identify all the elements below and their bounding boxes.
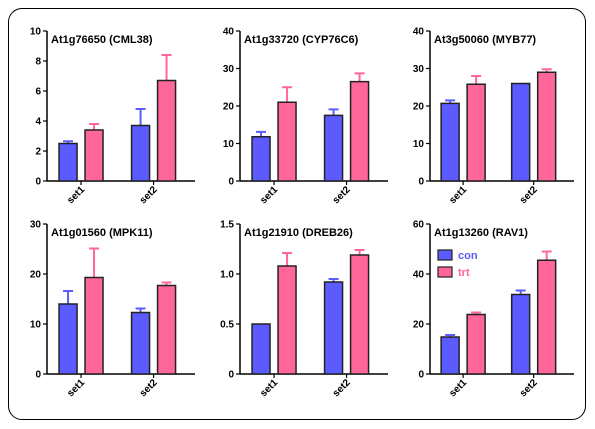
x-tick-label: set1 [258, 377, 280, 399]
y-tick-label: 60 [413, 220, 425, 231]
bar-trt-set2 [536, 71, 557, 182]
y-tick-label: 20 [223, 102, 235, 113]
x-tick-label: set2 [138, 184, 160, 206]
y-tick-label: 0 [418, 177, 424, 188]
bar-trt-set1 [466, 313, 486, 375]
bar-trt-set2 [156, 284, 177, 375]
legend-swatch-trt [437, 266, 453, 278]
y-tick-label: 4 [35, 117, 41, 128]
chart-title: At1g01560 (MPK11) [51, 227, 153, 239]
bar-con-set1 [58, 303, 78, 375]
bar-trt-set1 [466, 83, 486, 182]
y-tick-label: 10 [223, 139, 235, 150]
chart-panel-6: At1g13260 (RAV1) 0 20 40 60 set1 set2 con trt [413, 220, 574, 399]
x-tick-label: set2 [518, 377, 540, 399]
y-tick-label: 40 [223, 27, 235, 38]
y-tick-label: 30 [413, 64, 425, 75]
y-tick-label: 40 [413, 27, 425, 38]
bar-trt-set1 [84, 129, 104, 182]
bar-con-set1 [251, 136, 271, 182]
y-tick-label: 0 [35, 177, 41, 188]
figure-frame [8, 8, 586, 420]
y-tick-label: 6 [35, 87, 41, 98]
bar-trt-set1 [277, 265, 297, 375]
chart-title: At3g50060 (MYB77) [434, 34, 536, 46]
bar-trt-set2 [536, 259, 557, 375]
chart-title: At1g33720 (CYP76C6) [244, 34, 359, 46]
chart-title: At1g21910 (DREB26) [244, 227, 353, 239]
x-tick-label: set2 [518, 184, 540, 206]
bar-con-set2 [130, 124, 151, 182]
x-tick-label: set1 [258, 184, 280, 206]
y-tick-label: 1.5 [220, 220, 234, 231]
y-tick-label: 20 [30, 270, 42, 281]
x-tick-label: set1 [65, 377, 87, 399]
bar-con-set2 [323, 114, 344, 182]
y-tick-label: 8 [35, 57, 41, 68]
bar-con-set1 [440, 336, 460, 375]
bar-con-set1 [58, 142, 78, 182]
bar-trt-set1 [277, 101, 297, 182]
y-tick-label: 30 [30, 220, 42, 231]
x-tick-label: set1 [447, 377, 469, 399]
x-tick-label: set2 [331, 377, 353, 399]
y-tick-label: 2 [35, 147, 41, 158]
y-tick-label: 0 [35, 370, 41, 381]
y-tick-label: 20 [413, 102, 425, 113]
y-tick-label: 0.5 [220, 320, 234, 331]
y-tick-label: 30 [223, 64, 235, 75]
bar-con-set2 [510, 293, 531, 375]
y-tick-label: 10 [413, 139, 425, 150]
legend-label-trt: trt [458, 267, 470, 279]
bar-con-set2 [510, 82, 531, 182]
x-tick-label: set1 [65, 184, 87, 206]
bar-con-set2 [323, 281, 344, 375]
x-tick-label: set2 [138, 377, 160, 399]
chart-panel-3: At3g50060 (MYB77) 0 10 20 30 40 set1 set2 [413, 27, 574, 206]
bar-con-set2 [130, 311, 151, 375]
x-tick-label: set1 [447, 184, 469, 206]
bar-trt-set2 [349, 254, 370, 375]
y-tick-label: 10 [30, 320, 42, 331]
x-tick-label: set2 [331, 184, 353, 206]
chart-panel-4: At1g01560 (MPK11) 0 10 20 30 set1 set2 [30, 220, 195, 399]
chart-panel-5: At1g21910 (DREB26) 0 0.5 1.0 1.5 set1 set2 [220, 220, 388, 399]
bar-con-set1 [251, 323, 271, 375]
legend: con trt [437, 249, 478, 279]
chart-title: At1g76650 (CML38) [51, 34, 153, 46]
chart-title: At1g13260 (RAV1) [434, 227, 528, 239]
chart-panel-1: At1g76650 (CML38) 0 2 4 6 8 10 set1 set2 [30, 27, 195, 206]
y-tick-label: 20 [413, 320, 425, 331]
y-tick-label: 0 [228, 370, 234, 381]
bar-trt-set2 [349, 80, 370, 182]
y-tick-label: 1.0 [220, 270, 234, 281]
y-tick-label: 40 [413, 270, 425, 281]
legend-label-con: con [458, 250, 478, 262]
y-tick-label: 0 [418, 370, 424, 381]
bar-trt-set1 [84, 276, 104, 375]
bar-con-set1 [440, 102, 460, 182]
y-tick-label: 0 [228, 177, 234, 188]
y-tick-label: 10 [30, 27, 42, 38]
legend-swatch-con [437, 249, 453, 261]
chart-panel-2: At1g33720 (CYP76C6) 0 10 20 30 40 set1 set2 [223, 27, 388, 206]
bar-trt-set2 [156, 79, 177, 182]
